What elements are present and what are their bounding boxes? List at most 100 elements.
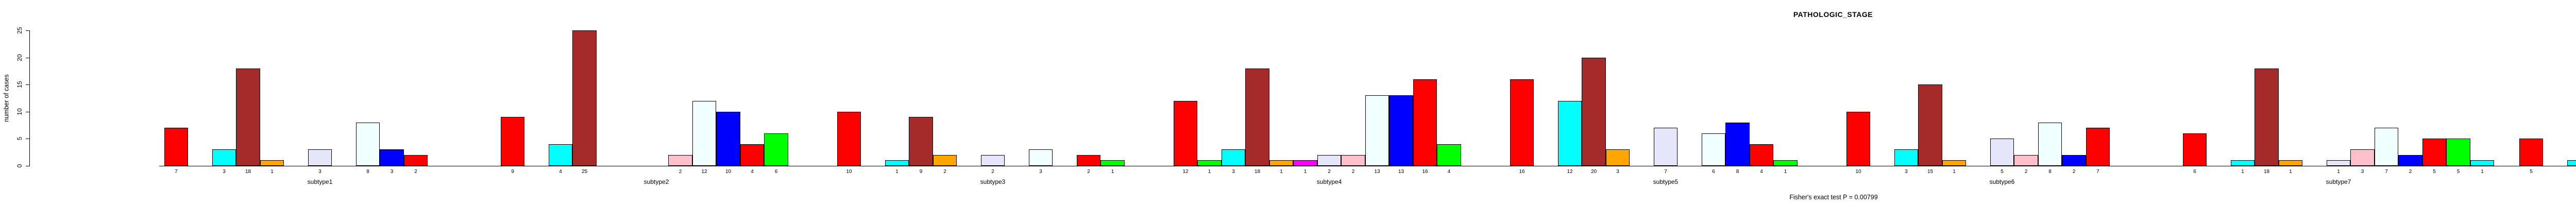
bar-value-label: 3 [223,169,226,175]
bar-stage-i [2182,133,2207,166]
bar-value-label: 9 [919,169,923,175]
bar-stage-iia [1245,68,1269,166]
bar-value-label: 15 [1927,169,1934,175]
y-tick-label: 15 [16,81,23,88]
bar-value-label: 13 [1398,169,1404,175]
bar-value-label: 4 [751,169,754,175]
bar-value-label: 3 [390,169,394,175]
bar-value-label: 8 [2048,169,2052,175]
bar-stage-iiic [1389,95,1413,166]
bar-value-label: 13 [1374,169,1380,175]
bar-stage-ii [1221,149,1246,166]
bar-stage-iii [308,149,332,166]
bar-value-label: 1 [2481,169,2484,175]
y-tick-label: 20 [16,54,23,61]
y-axis-label: number of cases [3,74,10,122]
bar-value-label: 1 [2337,169,2340,175]
bar-stage-iv [1076,155,1101,166]
bar-stage-ia [1197,160,1222,166]
bar-stage-ii [212,149,236,166]
bar-stage-i [1846,112,1871,166]
bar-stage-i [2519,139,2544,166]
y-tick-label: 10 [16,108,23,115]
bar-stage-iv [2422,139,2447,166]
bar-value-label: 7 [175,169,178,175]
bar-stage-ii [548,144,573,166]
bar-stage-iiic [716,112,740,166]
bar-value-label: 12 [1182,169,1189,175]
bar-stage-iii [1990,139,2014,166]
bar-value-label: 9 [511,169,514,175]
bar-value-label: 20 [1590,169,1597,175]
bar-stage-iia [1582,58,1606,166]
y-tick-mark [26,84,29,85]
bar-value-label: 1 [1280,169,1283,175]
bar-value-label: 16 [1422,169,1428,175]
bar-stage-iv [1749,144,1774,166]
y-tick-mark [26,30,29,31]
bar-value-label: 1 [2241,169,2244,175]
bar-value-label: 2 [679,169,682,175]
group-label-subtype6: subtype6 [1989,178,2015,185]
bar-value-label: 5 [2530,169,2533,175]
bar-value-label: 4 [1447,169,1451,175]
group-label-subtype1: subtype1 [307,178,333,185]
bar-value-label: 2 [1351,169,1355,175]
bar-stage-iiib [355,123,380,166]
bar-stage-iiib [1701,133,1726,166]
bar-value-label: 10 [846,169,852,175]
bar-stage-iia [909,117,933,166]
bar-stage-iva [764,133,788,166]
bar-value-label: 18 [2263,169,2270,175]
bar-value-label: 1 [895,169,899,175]
bar-stage-iia [572,30,597,166]
bar-value-label: 2 [1087,169,1090,175]
bar-value-label: 2 [1328,169,1331,175]
bar-value-label: 5 [2456,169,2460,175]
bar-value-label: 3 [1232,169,1235,175]
bar-value-label: 7 [2096,169,2099,175]
bar-stage-i [837,112,861,166]
bar-value-label: 2 [2072,169,2076,175]
bar-stage-i [1173,101,1198,166]
bar-stage-iva [1100,160,1125,166]
group-label-subtype2: subtype2 [643,178,669,185]
bar-value-label: 1 [1953,169,1956,175]
bar-stage-iv [740,144,765,166]
bar-value-label: 3 [1616,169,1619,175]
bar-stage-iiia [1341,155,1365,166]
bar-value-label: 1 [1111,169,1114,175]
bar-stage-iv [1413,79,1437,166]
bar-stage-i [500,117,525,166]
bar-value-label: 5 [2001,169,2004,175]
y-tick-label: 25 [16,27,23,34]
bar-value-label: 3 [1039,169,1042,175]
bar-value-label: 1 [1784,169,1787,175]
bar-stage-iii [2326,160,2351,166]
bar-value-label: 6 [774,169,778,175]
bar-value-label: 7 [1664,169,1667,175]
bar-value-label: 18 [1254,169,1261,175]
bar-value-label: 6 [2193,169,2196,175]
bar-value-label: 8 [366,169,369,175]
bar-stage-iiia [2014,155,2038,166]
bar-stage-iib [1269,160,1294,166]
bar-value-label: 6 [1712,169,1715,175]
bar-value-label: 7 [2385,169,2388,175]
group-label-subtype7: subtype7 [2326,178,2351,185]
bar-value-label: 2 [943,169,946,175]
bar-value-label: 16 [1519,169,1525,175]
bar-value-label: 1 [1303,169,1307,175]
group-label-subtype5: subtype5 [1653,178,1679,185]
bar-value-label: 3 [2361,169,2364,175]
bar-stage-ii [885,160,909,166]
bar-value-label: 4 [559,169,562,175]
bar-stage-iic [1293,160,1317,166]
y-tick-label: 0 [16,164,23,168]
bar-stage-iva [1773,160,1798,166]
bar-stage-iva [2446,139,2470,166]
bar-stage-iiib [1365,95,1389,166]
bar-stage-ii [2230,160,2255,166]
bar-stage-iiia [668,155,692,166]
